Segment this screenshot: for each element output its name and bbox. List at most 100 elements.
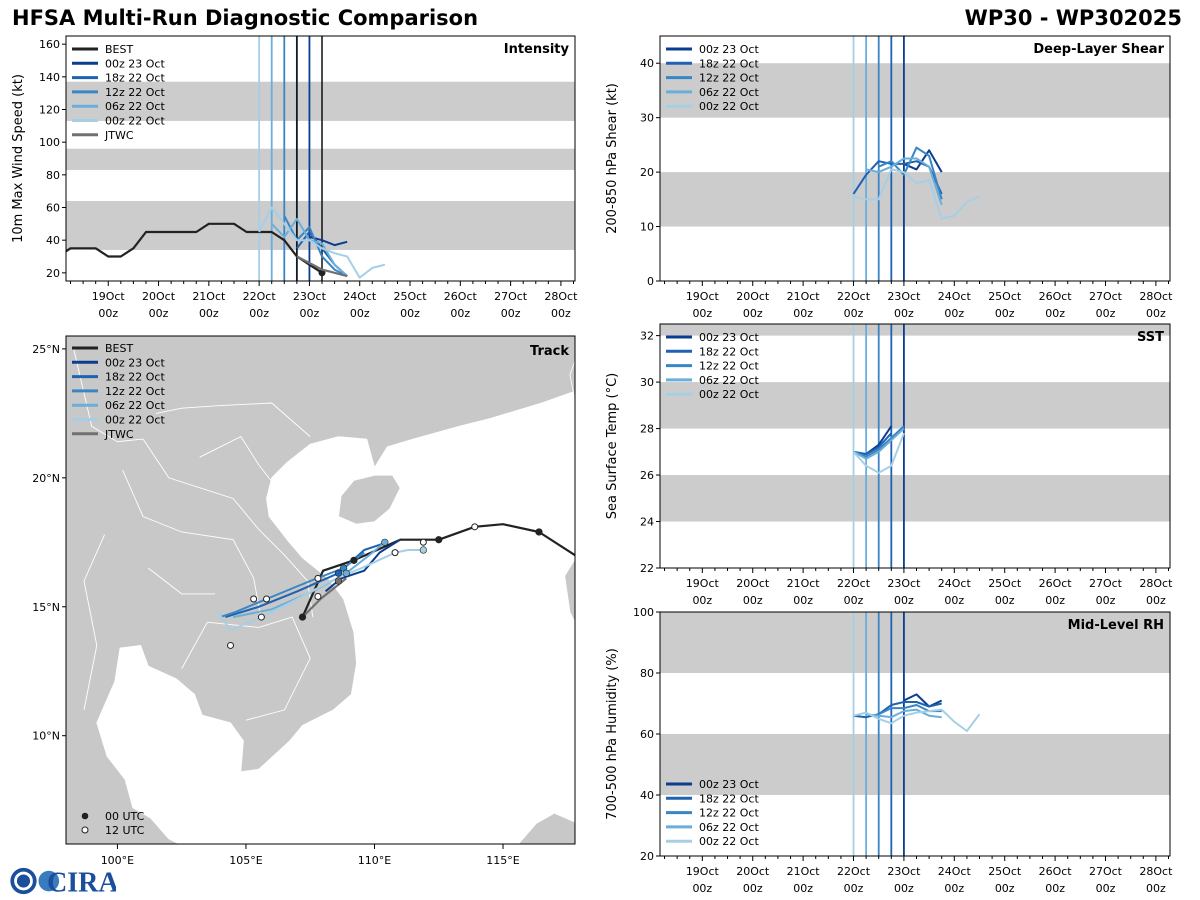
legend-label-jtwc: JTWC: [104, 428, 134, 441]
land-mainland: [66, 336, 575, 844]
band-1: [660, 63, 1170, 118]
y-tick-label: 60: [46, 202, 60, 215]
legend-label-18z-22-oct: 18z 22 Oct: [699, 345, 759, 358]
x-tick-label: 00z: [1146, 594, 1166, 607]
x-tick-label: 23Oct: [887, 290, 921, 303]
y-tick-label: 40: [640, 57, 654, 70]
x-tick-label: 00z: [98, 307, 118, 320]
series-group: [66, 206, 386, 279]
x-tick-label: 20Oct: [736, 577, 770, 590]
y-tick-label: 80: [46, 169, 60, 182]
x-tick-label: 00z: [400, 307, 420, 320]
x-tick-label: 00z: [1146, 882, 1166, 895]
x-tick-label: 28Oct: [1139, 865, 1173, 878]
legend-label-12z-22-oct: 12z 22 Oct: [699, 360, 759, 373]
legend-label-06z-22-oct: 06z 22 Oct: [699, 86, 759, 99]
panel-title: Mid-Level RH: [1068, 618, 1164, 633]
legend-label-06z-22-oct: 06z 22 Oct: [699, 821, 759, 834]
y-axis-label: 700-500 hPa Humidity (%): [605, 648, 620, 820]
x-tick-label: 24Oct: [938, 290, 972, 303]
x-tick-label: 00z: [793, 307, 813, 320]
x-tick-label: 00z: [692, 882, 712, 895]
x-tick-label: 00z: [692, 307, 712, 320]
legend-label-00z-23-oct: 00z 23 Oct: [105, 57, 165, 70]
y-tick-label: 15°N: [32, 601, 60, 614]
legend-label-12z-22-oct: 12z 22 Oct: [105, 86, 165, 99]
x-tick-label: 00z: [793, 882, 813, 895]
y-tick-label: 20: [46, 267, 60, 280]
x-tick-label: 00z: [1146, 307, 1166, 320]
x-tick-label: 21Oct: [787, 865, 821, 878]
series-06z-22-oct: [853, 427, 905, 460]
series-06z-22-oct: [865, 708, 942, 719]
x-tick-label: 115°E: [486, 854, 519, 867]
series-12z-22-oct: [853, 425, 905, 458]
track-point-00utc: [334, 577, 343, 585]
y-tick-label: 32: [640, 330, 654, 343]
track-00z-22-oct: [216, 549, 424, 631]
series-00z-22-oct: [853, 168, 980, 220]
legend-label-12z-22-oct: 12z 22 Oct: [105, 385, 165, 398]
legend-label-jtwc: JTWC: [104, 129, 134, 142]
x-tick-label: 19Oct: [686, 290, 720, 303]
legend-label-06z-22-oct: 06z 22 Oct: [699, 374, 759, 387]
panel-intensity: 20 40 60 80 100 120 140 160 19Oct 00z 20Oct 00z 21Oc…: [11, 35, 578, 320]
x-tick-label: 19Oct: [686, 577, 720, 590]
legend-label-best: BEST: [105, 342, 133, 355]
x-tick-label: 00z: [450, 307, 470, 320]
series-best: [66, 222, 323, 274]
y-tick-label: 20: [640, 166, 654, 179]
x-tick-label: 23Oct: [887, 865, 921, 878]
series-00z-23-oct: [903, 149, 943, 173]
x-tick-label: 27Oct: [1089, 290, 1123, 303]
legend-label-12z-22-oct: 12z 22 Oct: [699, 72, 759, 85]
track-point-00utc: [298, 613, 307, 621]
x-tick-label: 00z: [1045, 882, 1065, 895]
legend-label-00z-23-oct: 00z 23 Oct: [699, 778, 759, 791]
x-tick-label: 00z: [1045, 307, 1065, 320]
x-tick-label: 24Oct: [343, 290, 377, 303]
x-tick-label: 00z: [743, 307, 763, 320]
y-tick-label: 28: [640, 423, 654, 436]
y-tick-label: 10: [640, 221, 654, 234]
x-tick-label: 20Oct: [736, 865, 770, 878]
panel-title: Intensity: [504, 42, 570, 57]
y-tick-label: 25°N: [32, 343, 60, 356]
y-tick-label: 100: [633, 606, 654, 619]
x-tick-label: 00z: [743, 882, 763, 895]
land-borneo: [517, 812, 575, 844]
x-tick-label: 00z: [894, 882, 914, 895]
track-point-00utc: [435, 536, 443, 544]
y-tick-label: 100: [39, 136, 60, 149]
track-point-12utc: [471, 523, 479, 531]
land-hainan: [338, 474, 401, 525]
legend-label-06z-22-oct: 06z 22 Oct: [105, 100, 165, 113]
x-tick-label: 21Oct: [787, 577, 821, 590]
logo-text: CIRA: [47, 867, 116, 896]
track-point-12utc: [263, 595, 271, 603]
storm-id: WP30 - WP302025: [964, 6, 1182, 30]
track-12z-22-oct: [219, 551, 365, 619]
border-province-north: [199, 436, 278, 489]
y-tick-label: 24: [640, 516, 654, 529]
series-jtwc: [296, 255, 348, 278]
legend-label-00z-22-oct: 00z 22 Oct: [699, 100, 759, 113]
legend-label-18z-22-oct: 18z 22 Oct: [105, 371, 165, 384]
panel-rh: 20 40 60 80 100 19Oct 00z 20Oct 00z 21Oct 00z 22Oct…: [605, 606, 1173, 895]
panel-sst: 22 24 26 28 30 32 19Oct 00z 20Oct 00z 21Oct 00z 22Oc…: [605, 323, 1173, 607]
x-tick-label: 00z: [350, 307, 370, 320]
y-tick-label: 0: [647, 275, 654, 288]
track-18z-22-oct: [225, 541, 388, 619]
x-tick-label: 28Oct: [1139, 577, 1173, 590]
border-myanmar: [73, 348, 144, 443]
x-tick-label: 25Oct: [988, 577, 1022, 590]
x-tick-label: 00z: [894, 594, 914, 607]
legend-label-18z-22-oct: 18z 22 Oct: [699, 57, 759, 70]
x-tick-label: 28Oct: [1139, 290, 1173, 303]
marker-legend-00utc: 00 UTC: [105, 810, 145, 823]
track-point-12utc: [314, 592, 322, 600]
y-tick-label: 120: [39, 104, 60, 117]
legend-label-00z-22-oct: 00z 22 Oct: [105, 414, 165, 427]
x-tick-label: 110°E: [358, 854, 391, 867]
band-0: [660, 475, 1170, 522]
